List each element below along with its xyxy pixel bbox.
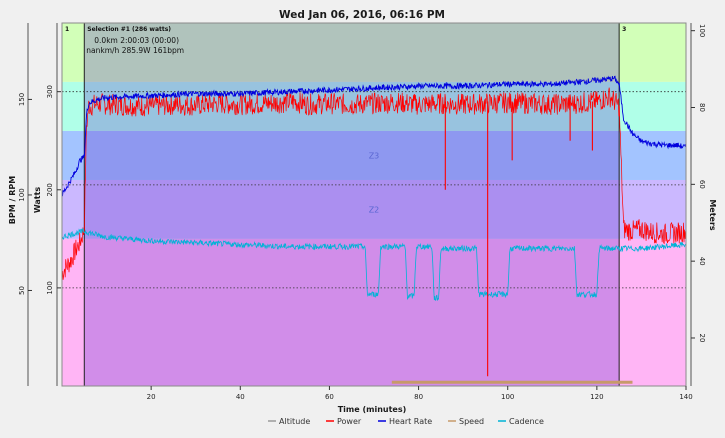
y-axis-label-bpm: BPM / RPM: [8, 176, 17, 224]
y-tick-label-meters: 20: [698, 334, 706, 343]
y-axis-label-meters: Meters: [708, 199, 717, 231]
y-tick-label-bpm: 50: [18, 286, 26, 295]
zone-label: Z2: [369, 205, 380, 214]
legend: Altitude Power Heart Rate Speed Cadence: [268, 417, 544, 426]
zone-label: Z3: [369, 151, 380, 160]
series-lines: [61, 75, 687, 384]
axes: 20 40 60 80 100 120 140 50 100 150 100 200 300 20 40 60…: [18, 23, 706, 401]
series-power: [61, 87, 686, 280]
legend-item: Cadence: [509, 417, 544, 426]
legend-item: Speed: [459, 417, 484, 426]
y-tick-label-meters: 100: [698, 24, 706, 37]
selection-info: 0.0km 2:00:03 (00:00)nankm/h 285.9W 161b…: [86, 36, 184, 55]
x-tick-label: 120: [590, 393, 603, 401]
y-tick-label-bpm: 150: [18, 93, 26, 106]
selection-info-line: 0.0km 2:00:03 (00:00): [94, 36, 179, 45]
reference-lines: [62, 91, 686, 289]
x-tick-label: 140: [679, 393, 692, 401]
x-tick-label: 80: [414, 393, 423, 401]
x-tick-label: 100: [501, 393, 514, 401]
interval-label: 3: [622, 26, 626, 33]
interval-markers: 1 Selection #1 (286 watts) 3: [65, 23, 626, 386]
power-zone-band: [62, 238, 686, 386]
x-axis-label: Time (minutes): [338, 405, 407, 414]
legend-item: Power: [337, 417, 362, 426]
y-tick-label-watts: 300: [46, 85, 54, 98]
y-tick-label-watts: 200: [46, 183, 54, 196]
x-tick-label: 60: [325, 393, 334, 401]
y-axis-label-watts: Watts: [33, 187, 42, 214]
y-tick-label-meters: 60: [698, 180, 706, 189]
y-tick-label-meters: 40: [698, 257, 706, 266]
x-tick-label: 40: [236, 393, 245, 401]
power-zone-band: [62, 179, 686, 239]
series-cadence: [61, 228, 686, 301]
y-tick-label-bpm: 100: [18, 188, 26, 201]
y-tick-label-watts: 100: [46, 281, 54, 294]
interval-label: Selection #1 (286 watts): [87, 26, 171, 33]
selection-shade: [84, 23, 620, 386]
plot-frame: [61, 22, 687, 387]
x-tick-label: 20: [147, 393, 156, 401]
legend-item: Altitude: [279, 417, 310, 426]
y-tick-label-meters: 80: [698, 103, 706, 112]
legend-item: Heart Rate: [389, 417, 432, 426]
chart-title: Wed Jan 06, 2016, 06:16 PM: [279, 9, 445, 21]
selection-info-line: nankm/h 285.9W 161bpm: [86, 46, 184, 55]
power-zone-band: [62, 130, 686, 180]
interval-label: 1: [65, 26, 69, 33]
power-zone-band: [62, 23, 686, 82]
series-heart-rate: [61, 75, 687, 197]
